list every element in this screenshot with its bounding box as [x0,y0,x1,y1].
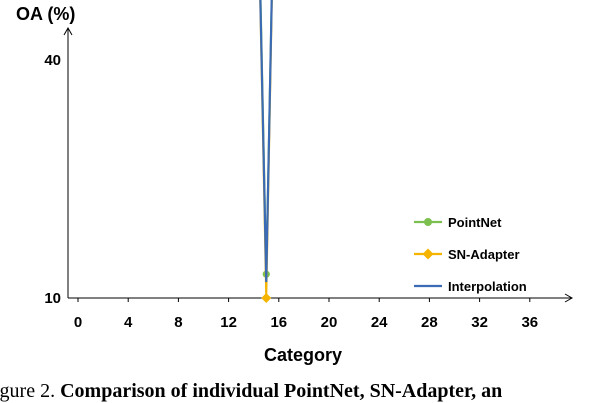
axes: 10407010004812162024283236 [44,26,574,331]
x-tick-label: 20 [321,314,338,331]
series-layer [259,0,273,303]
legend-swatch-marker [424,218,432,226]
y-axis-arrow [63,26,73,36]
series-line [259,0,273,283]
x-tick-label: 0 [74,314,82,331]
x-tick-label: 12 [220,314,237,331]
x-tick-label: 32 [471,314,488,331]
caption-bold-text: Comparison of individual PointNet, SN-Ad… [60,380,503,402]
y-tick-label: 40 [44,52,61,69]
y-axis-title: OA (%) [16,4,75,24]
legend-label: SN-Adapter [448,247,520,262]
series-line [259,0,273,275]
y-tick-label: 10 [44,290,61,307]
series-sn-adapter [259,0,273,303]
series-pointnet [259,0,273,278]
x-tick-label: 4 [124,314,133,331]
x-tick-label: 28 [421,314,438,331]
legend-swatch-marker [422,248,434,260]
x-tick-label: 36 [521,314,538,331]
x-axis-title: Category [264,345,342,365]
caption-prefix: igure 2. [0,380,56,402]
x-tick-label: 8 [174,314,182,331]
series-interpolation [259,0,273,283]
data-point [261,293,272,303]
x-axis-arrow [564,293,574,303]
legend-label: PointNet [448,215,502,230]
legend: PointNet SN-Adapter Interpolation [414,215,527,294]
legend-label: Interpolation [448,279,527,294]
figure-caption: igure 2. Comparison of individual PointN… [0,380,608,403]
x-tick-label: 24 [371,314,388,331]
x-tick-label: 16 [270,314,287,331]
